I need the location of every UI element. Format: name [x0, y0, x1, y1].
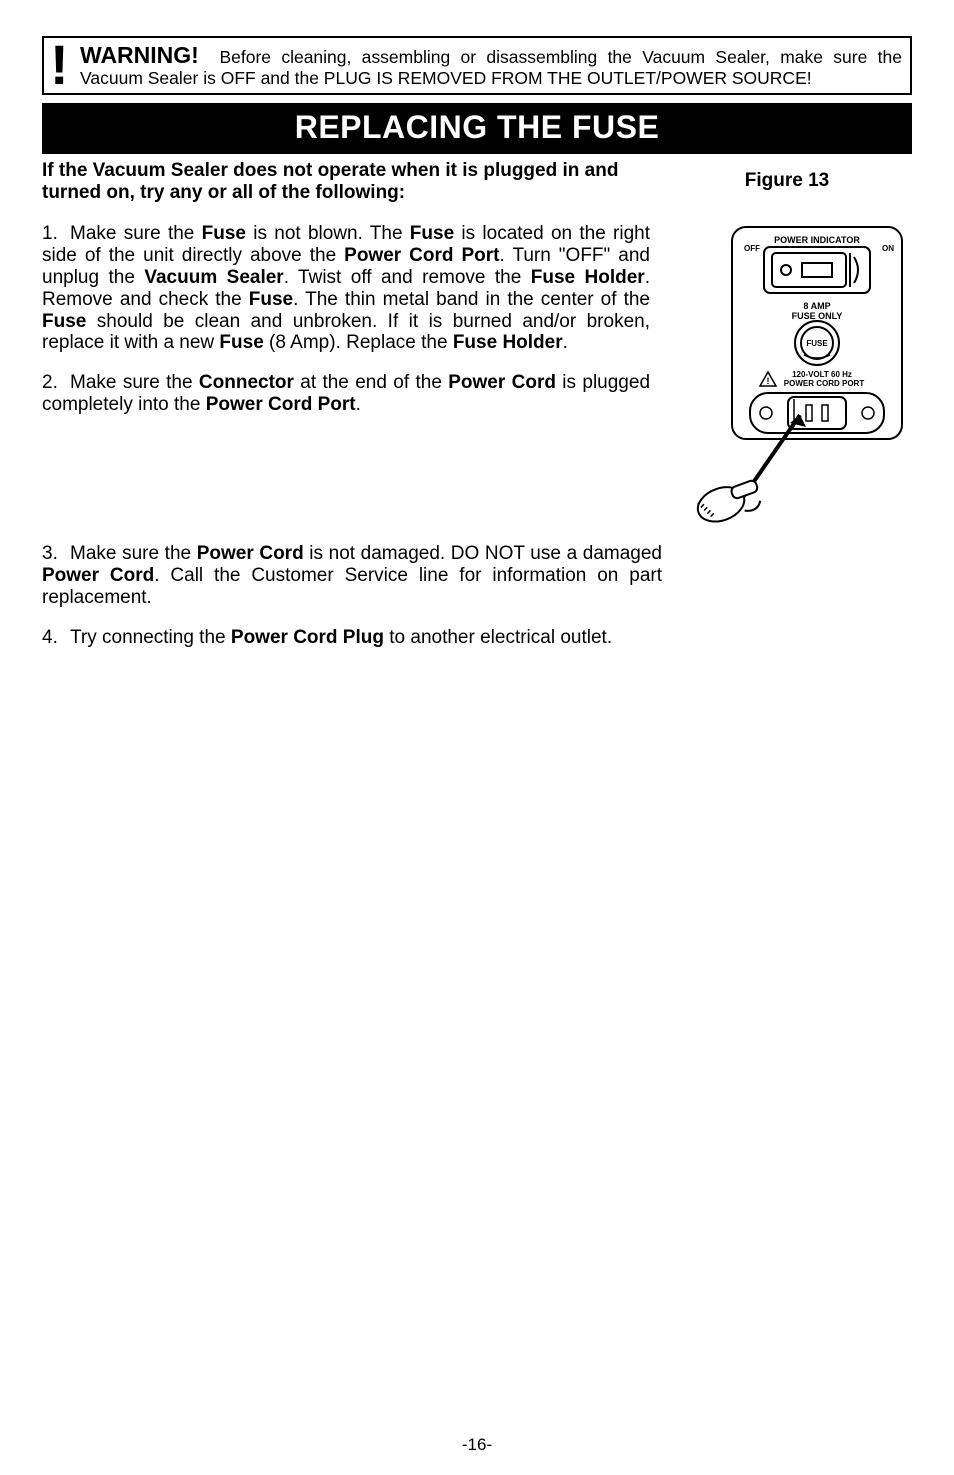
p3-t0: Make sure the	[70, 543, 197, 564]
p1-t6: . The thin metal band in the center of t…	[293, 289, 650, 310]
para4-num: 4.	[42, 627, 70, 649]
warning-box: ! WARNING! Before cleaning, assembling o…	[42, 36, 912, 95]
figure-13-diagram: POWER INDICATOR OFF ON 8 AMP FUSE ONLY F…	[672, 223, 912, 543]
para1-num: 1.	[42, 223, 70, 245]
p4-t0: Try connecting the	[70, 627, 231, 648]
p2-t3: .	[356, 394, 361, 415]
warning-body: Before cleaning, assembling or disassemb…	[80, 47, 902, 88]
svg-text:POWER CORD PORT: POWER CORD PORT	[784, 379, 865, 388]
p1-b4: Vacuum Sealer	[144, 267, 283, 288]
svg-text:120-VOLT 60 Hz: 120-VOLT 60 Hz	[792, 370, 852, 379]
p2-t0: Make sure the	[70, 372, 199, 393]
warning-text: WARNING! Before cleaning, assembling or …	[80, 42, 902, 89]
p3-b2: Power Cord	[42, 565, 154, 586]
paragraph-4: 4.Try connecting the Power Cord Plug to …	[42, 627, 912, 649]
p1-b6: Fuse	[249, 289, 293, 310]
p1-b9: Fuse Holder	[453, 332, 563, 353]
page-number: -16-	[0, 1435, 954, 1455]
paragraph-3: 3.Make sure the Power Cord is not damage…	[42, 543, 662, 609]
svg-text:POWER INDICATOR: POWER INDICATOR	[774, 235, 860, 245]
p1-t4: . Twist off and remove the	[284, 267, 531, 288]
intro-text: If the Vacuum Sealer does not operate wh…	[42, 160, 662, 206]
p2-b3: Power Cord Port	[206, 394, 356, 415]
p1-b5: Fuse Holder	[531, 267, 645, 288]
p1-t8: (8 Amp). Replace the	[264, 332, 453, 353]
p1-t0: Make sure the	[70, 223, 202, 244]
p2-b2: Power Cord	[448, 372, 556, 393]
paragraph-1: 1.Make sure the Fuse is not blown. The F…	[42, 223, 650, 354]
p1-t1: is not blown. The	[246, 223, 410, 244]
p1-b7: Fuse	[42, 311, 86, 332]
svg-text:FUSE ONLY: FUSE ONLY	[792, 311, 843, 321]
svg-text:OFF: OFF	[744, 244, 760, 253]
p3-t1: is not damaged. DO NOT use a damaged	[304, 543, 662, 564]
svg-text:FUSE: FUSE	[806, 339, 828, 348]
p2-t1: at the end of the	[294, 372, 448, 393]
svg-text:ON: ON	[882, 244, 894, 253]
p1-b2: Fuse	[410, 223, 454, 244]
p1-b1: Fuse	[202, 223, 246, 244]
p2-b1: Connector	[199, 372, 294, 393]
p1-b3: Power Cord Port	[344, 245, 499, 266]
p4-t1: to another electrical outlet.	[384, 627, 612, 648]
paragraph-2: 2.Make sure the Connector at the end of …	[42, 372, 650, 416]
p1-t9: .	[563, 332, 568, 353]
svg-text:8 AMP: 8 AMP	[803, 301, 830, 311]
warning-title: WARNING!	[80, 42, 199, 68]
section-banner: REPLACING THE FUSE	[42, 103, 912, 154]
para2-num: 2.	[42, 372, 70, 394]
para3-num: 3.	[42, 543, 70, 565]
warning-exclaim-icon: !	[50, 40, 69, 90]
p4-b1: Power Cord Plug	[231, 627, 384, 648]
p3-b1: Power Cord	[197, 543, 304, 564]
figure-label: Figure 13	[662, 160, 912, 224]
svg-text:!: !	[767, 376, 770, 386]
p1-b8: Fuse	[219, 332, 263, 353]
